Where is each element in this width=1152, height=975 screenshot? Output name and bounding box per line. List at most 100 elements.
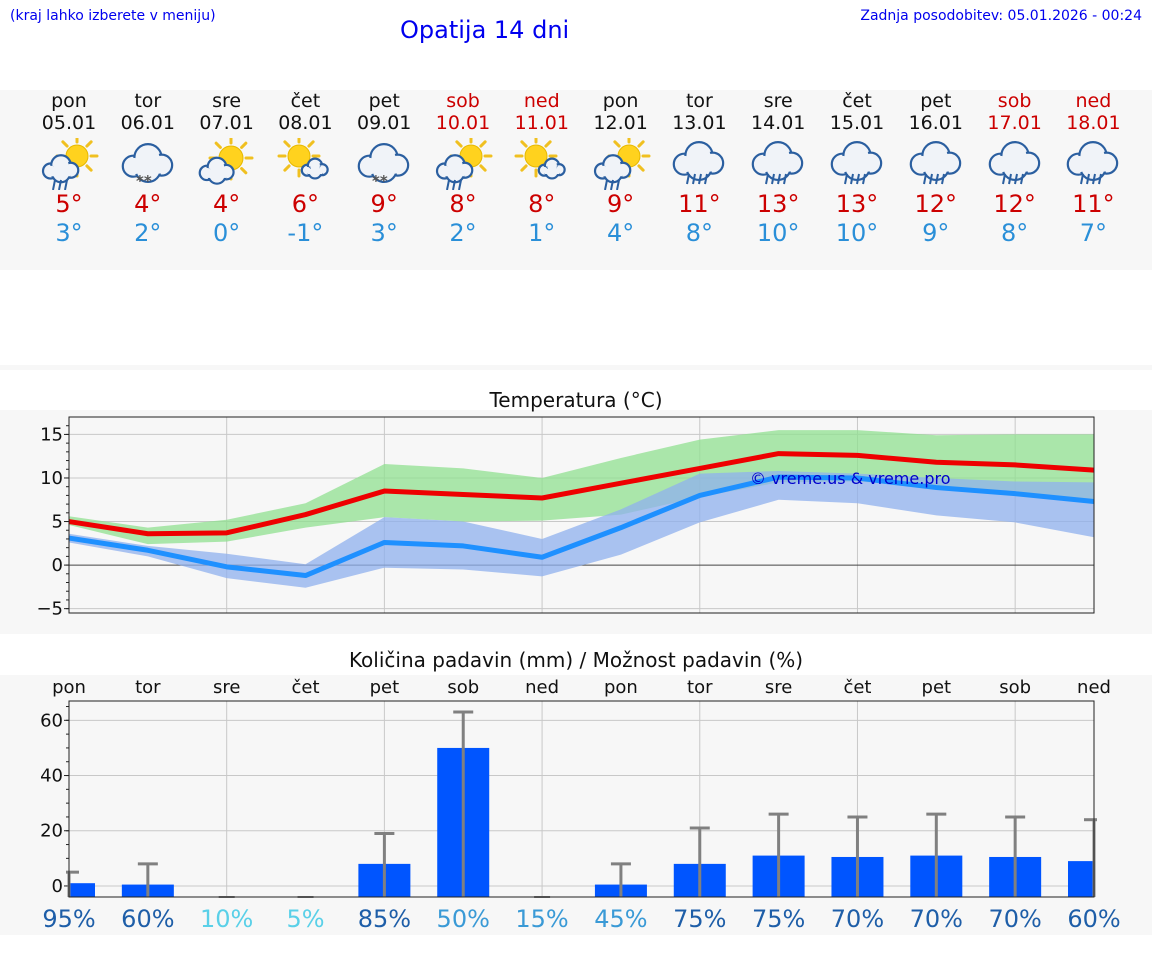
day-date: 11.01 [514, 112, 569, 134]
sun-cloud-rain-icon [435, 138, 493, 190]
day-column: ned 11.01 8° 1° [502, 90, 581, 248]
y-tick-label: 10 [40, 468, 63, 489]
precip-probability: 85% [358, 905, 411, 933]
day-name: sre [212, 90, 242, 112]
plot-frame [68, 416, 1095, 614]
svg-text:**: ** [372, 172, 388, 190]
cloud-snow-icon: ** [121, 143, 174, 190]
temp-min: 1° [528, 219, 556, 247]
day-date: 09.01 [356, 112, 412, 134]
watermark: © vreme.us & vreme.pro [750, 469, 951, 488]
day-name: sob [446, 90, 480, 112]
category-label: sob [999, 677, 1031, 698]
temp-line-max [68, 451, 1095, 537]
temp-max: 4° [212, 190, 241, 218]
temp-max: 8° [449, 190, 477, 218]
day-date: 15.01 [829, 112, 885, 134]
y-tick-label: 15 [40, 424, 63, 445]
precip-bar [1068, 861, 1094, 897]
temp-max: 13° [756, 190, 800, 218]
temp-min: 3° [370, 219, 398, 247]
category-label: sob [447, 677, 479, 698]
cloud-rain-icon [988, 141, 1040, 185]
day-column: sre 14.01 13° 10° [739, 90, 818, 248]
svg-text:**: ** [136, 172, 152, 190]
precip-probability: 70% [910, 905, 963, 933]
day-column: sob 10.01 8° 2° [424, 90, 503, 248]
precip-probability: 70% [988, 905, 1041, 933]
day-column: tor 13.01 11° 8° [660, 90, 739, 248]
temp-max: 4° [134, 190, 162, 218]
category-label: sre [213, 677, 240, 698]
forecast-strip: pon 05.01 5° 3° tor 06.01 ** 4° 2° sre 07.01 4° 0° če… [0, 90, 1152, 270]
cloud-rain-icon [830, 141, 883, 185]
day-date: 16.01 [908, 112, 963, 134]
temp-max: 6° [291, 190, 320, 218]
precip-probability: 5% [286, 905, 324, 933]
day-name: sre [763, 90, 793, 112]
day-name: čet [290, 90, 321, 112]
precip-chart-title: Količina padavin (mm) / Možnost padavin … [348, 648, 804, 672]
day-column: sre 07.01 4° 0° [187, 90, 266, 248]
category-label: čet [292, 677, 320, 698]
day-column: sob 17.01 12° 8° [975, 90, 1054, 248]
cloud-rain-icon [673, 141, 725, 185]
cloud-rain-icon [1067, 141, 1119, 185]
temp-max: 9° [606, 190, 635, 218]
day-date: 08.01 [278, 112, 333, 134]
precip-probability: 75% [752, 905, 805, 933]
y-tick-label: 40 [40, 766, 63, 787]
day-column: ned 18.01 11° 7° [1054, 90, 1133, 248]
day-column: pet 09.01 ** 9° 3° [345, 90, 424, 248]
temp-max: 13° [835, 190, 879, 218]
day-date: 18.01 [1066, 112, 1121, 134]
cloud-rain-icon [751, 141, 804, 185]
category-label: sre [765, 677, 792, 698]
category-label: pet [922, 677, 952, 698]
temp-max: 11° [1072, 190, 1115, 218]
y-tick-label: 60 [40, 710, 63, 731]
day-column: pon 05.01 5° 3° [30, 90, 109, 248]
category-label: čet [843, 677, 871, 698]
cloud-snow-icon: ** [357, 143, 410, 190]
temp-min: 8° [685, 219, 714, 247]
temp-max: 12° [914, 190, 958, 218]
day-date: 13.01 [672, 112, 727, 134]
precip-probability: 50% [437, 905, 490, 933]
sun-cloud-rain-icon [593, 138, 651, 190]
precip-probability: 60% [1067, 905, 1120, 933]
day-date: 07.01 [199, 112, 254, 134]
day-name: tor [134, 90, 162, 112]
spacer-band [0, 365, 1152, 370]
temp-chart-title: Temperatura (°C) [489, 388, 663, 412]
category-label: pon [604, 677, 638, 698]
day-column: pon 12.01 9° 4° [581, 90, 660, 248]
temp-max: 9° [370, 190, 398, 218]
precip-chart: pon tor sre čet pet sob ned pon tor sre čet pet sob n… [40, 677, 1121, 933]
day-name: pet [920, 90, 952, 112]
plot-frame [68, 700, 1095, 898]
category-label: pet [370, 677, 400, 698]
cloud-rain-icon [909, 141, 962, 185]
day-name: tor [685, 90, 713, 112]
day-column: tor 06.01 ** 4° 2° [108, 90, 187, 248]
temp-min: 9° [922, 219, 950, 247]
sun-small-cloud-icon [277, 138, 330, 180]
precip-bar [69, 883, 95, 897]
day-name: pon [51, 90, 87, 112]
location-hint[interactable]: (kraj lahko izberete v meniju) [10, 8, 216, 24]
temp-max: 12° [993, 190, 1036, 218]
temp-max: 5° [55, 190, 83, 218]
temp-min: 10° [756, 219, 800, 247]
precip-probability: 95% [42, 905, 95, 933]
y-tick-label: 20 [40, 821, 63, 842]
day-date: 14.01 [750, 112, 806, 134]
temp-min: -1° [287, 219, 324, 247]
temp-band-min [69, 471, 1094, 588]
temp-max: 8° [528, 190, 556, 218]
page-title: Opatija 14 dni [400, 16, 570, 44]
category-label: tor [687, 677, 713, 698]
day-date: 12.01 [593, 112, 648, 134]
temp-line-min [68, 474, 1095, 579]
sun-small-cloud-icon [514, 138, 566, 180]
